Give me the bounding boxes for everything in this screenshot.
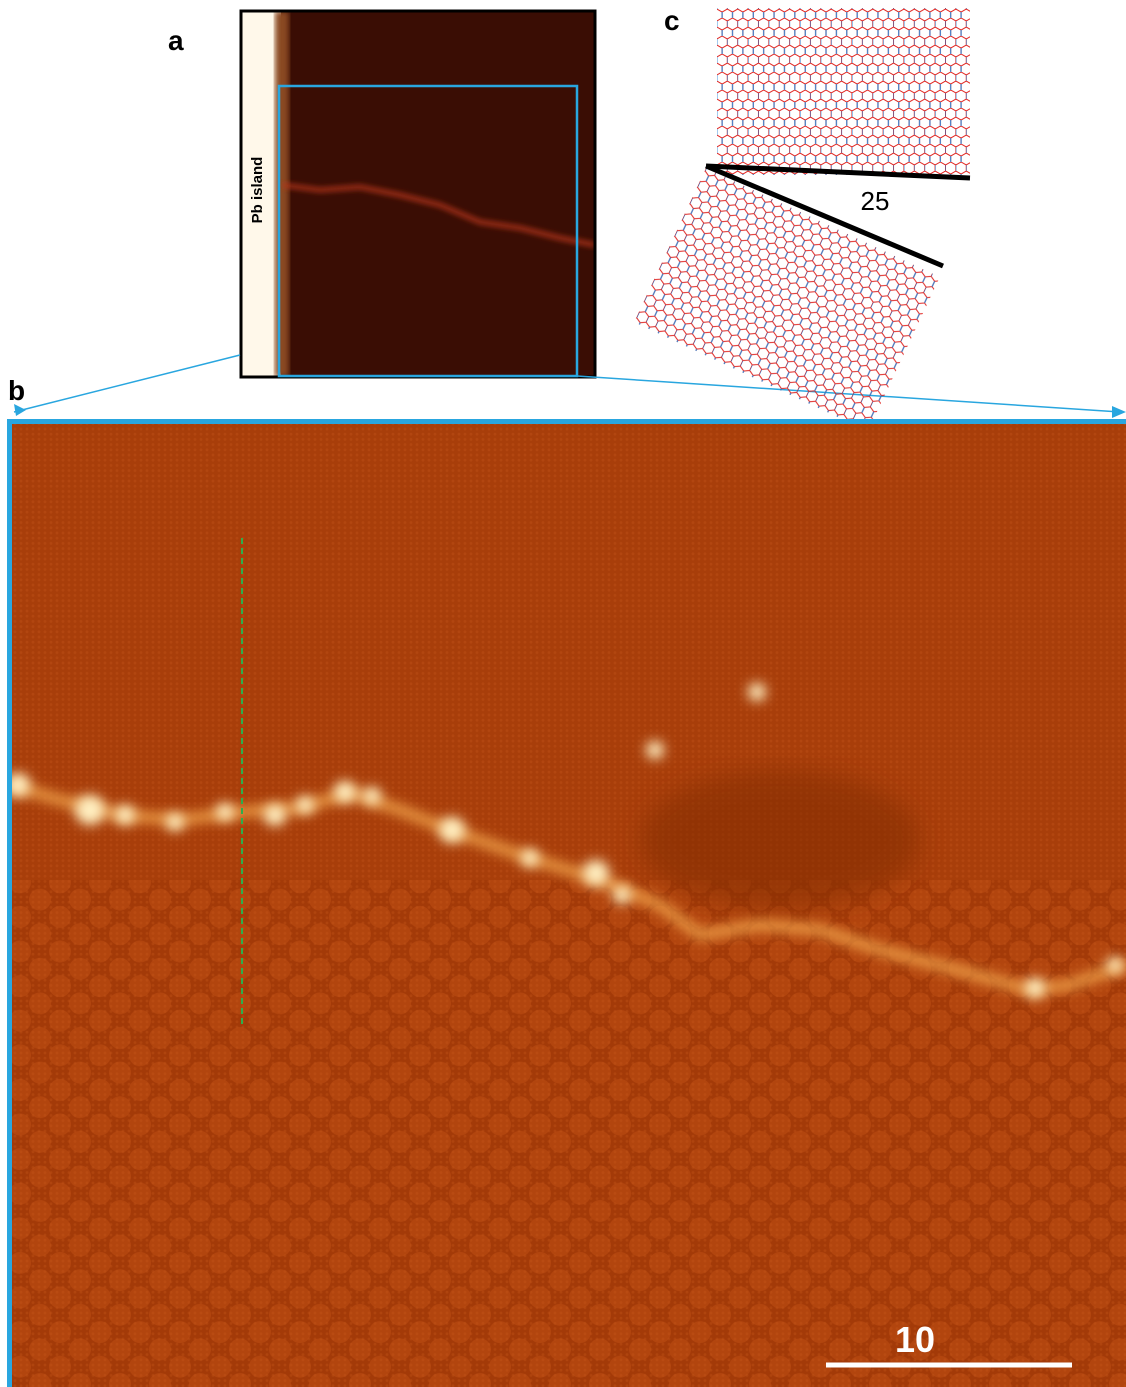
panel-label: b [8, 375, 25, 406]
panel-label: a [168, 25, 184, 56]
panel-b-image: 10 [8, 420, 1126, 1387]
panel-a: Pb island a [168, 9, 597, 379]
arrow-head [1112, 406, 1126, 418]
panel-label: c [664, 5, 680, 36]
panel-b-frame [7, 419, 1126, 1387]
panel-c: 25 c [634, 5, 971, 432]
scale-bar-label: 10 [895, 1319, 935, 1360]
annotation: Pb island [249, 157, 266, 224]
connector [13, 354, 241, 413]
arrow-head [14, 404, 26, 416]
angle-label: 25 [861, 186, 890, 216]
